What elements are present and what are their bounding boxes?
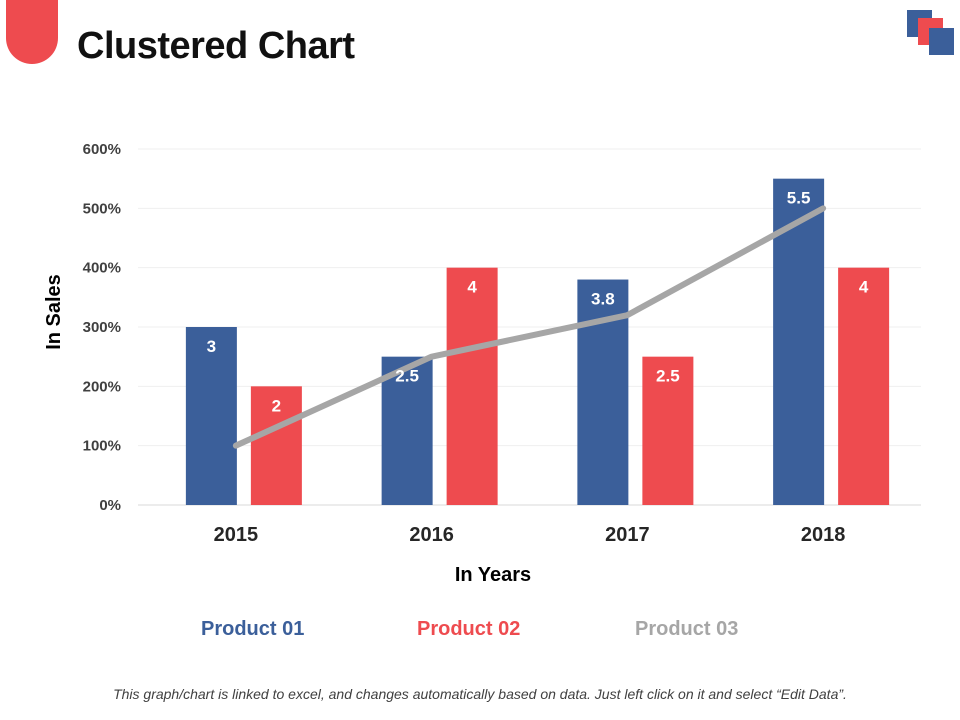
- y-tick-label: 400%: [83, 260, 121, 277]
- bar-product-01-2015[interactable]: [185, 327, 237, 505]
- legend-product-01[interactable]: Product 01: [201, 618, 305, 640]
- bar-product-02-2015[interactable]: [250, 386, 302, 505]
- bar-product-01-2018[interactable]: [773, 178, 825, 505]
- bar-product-01-2017[interactable]: [577, 279, 629, 505]
- data-label: 3: [207, 337, 216, 356]
- y-tick-label: 500%: [83, 200, 121, 217]
- legend-product-02[interactable]: Product 02: [417, 618, 521, 640]
- legend-product-03[interactable]: Product 03: [635, 618, 739, 640]
- x-tick-label: 2017: [605, 524, 650, 546]
- x-tick-label: 2015: [214, 524, 259, 546]
- data-label: 2.5: [395, 367, 419, 386]
- data-label: 4: [859, 278, 869, 297]
- y-tick-label: 0%: [99, 497, 121, 514]
- data-label: 2: [272, 396, 281, 415]
- data-label: 2.5: [656, 367, 680, 386]
- y-axis-title: In Sales: [43, 274, 65, 350]
- accent-tab: [6, 0, 58, 64]
- bar-product-02-2017[interactable]: [642, 356, 694, 505]
- data-label: 4: [467, 278, 477, 297]
- x-axis-title: In Years: [455, 564, 531, 586]
- logo-icon: [906, 9, 956, 59]
- line-product-03[interactable]: [232, 205, 827, 449]
- x-tick-label: 2016: [409, 524, 454, 546]
- x-tick-label: 2018: [801, 524, 846, 546]
- y-tick-label: 300%: [83, 319, 121, 336]
- data-labels: 3 2.5 3.8 5.5 2 4 2.5 4: [207, 189, 869, 416]
- footer-note: This graph/chart is linked to excel, and…: [113, 686, 847, 702]
- bar-product-02-2016[interactable]: [446, 267, 498, 505]
- page-title: Clustered Chart: [77, 25, 355, 67]
- bar-product-01-2016[interactable]: [381, 356, 433, 505]
- logo-square-blue-2: [929, 28, 954, 55]
- data-label: 5.5: [787, 189, 811, 208]
- y-tick-label: 200%: [83, 378, 121, 395]
- data-label: 3.8: [591, 290, 615, 309]
- y-tick-label: 100%: [83, 438, 121, 455]
- bar-product-02-2018[interactable]: [838, 267, 890, 505]
- y-axis-ticks: 0% 100% 200% 300% 400% 500% 600%: [83, 141, 121, 514]
- y-tick-label: 600%: [83, 141, 121, 158]
- line-series: [232, 205, 827, 449]
- x-axis-ticks: 2015 2016 2017 2018: [214, 524, 846, 546]
